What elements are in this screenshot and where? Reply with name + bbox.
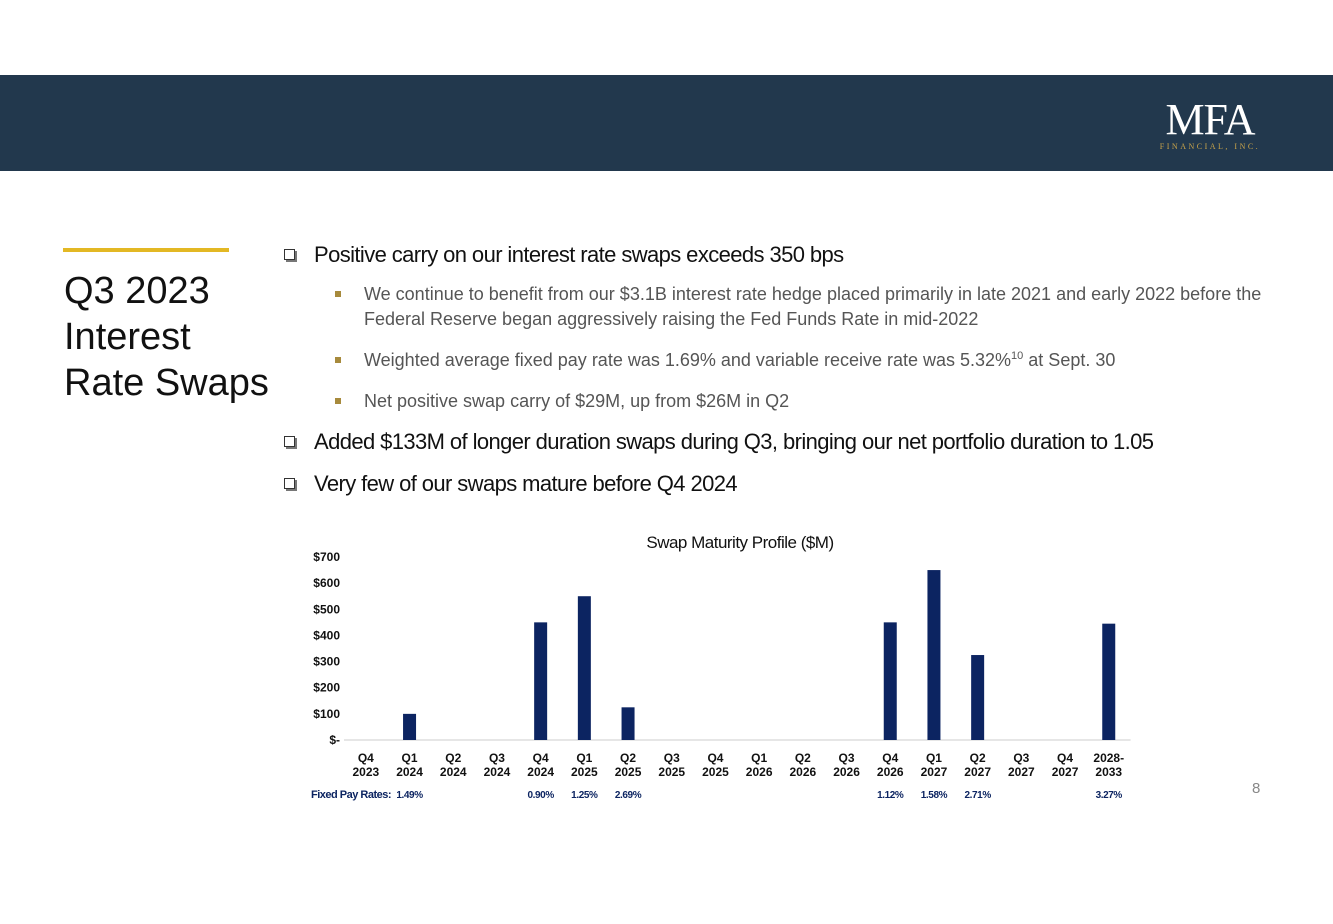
fixed-pay-rate-label: 1.49% xyxy=(396,790,423,801)
fixed-pay-rate-label: 0.90% xyxy=(527,790,554,801)
logo-main-text: MFA xyxy=(1165,95,1255,144)
logo-sub-text: FINANCIAL, INC. xyxy=(1159,142,1261,151)
title-line-1: Q3 2023 xyxy=(64,270,210,312)
x-tick-label-bottom: 2026 xyxy=(746,765,773,779)
chart-title: Swap Maturity Profile ($M) xyxy=(646,533,833,552)
square-bullet-icon xyxy=(335,357,341,363)
square-bullet-icon xyxy=(335,291,341,297)
y-tick-label: $400 xyxy=(313,628,340,642)
x-tick-label-bottom: 2025 xyxy=(658,765,685,779)
checkbox-bullet-icon xyxy=(284,249,295,260)
y-tick-label: $700 xyxy=(313,550,340,564)
y-tick-label: $300 xyxy=(313,655,340,669)
sub-bullet-hedge: We continue to benefit from our $3.1B in… xyxy=(280,282,1270,332)
bar xyxy=(621,707,635,740)
fixed-pay-rates-label: Fixed Pay Rates: xyxy=(311,789,391,801)
header-banner xyxy=(0,75,1333,171)
bullet-text: Positive carry on our interest rate swap… xyxy=(314,242,844,267)
bar xyxy=(403,713,417,740)
x-tick-label-top: Q4 xyxy=(358,751,374,765)
x-tick-label-top: Q2 xyxy=(970,751,986,765)
x-tick-label-top: Q2 xyxy=(795,751,811,765)
bullet-positive-carry: Positive carry on our interest rate swap… xyxy=(280,242,1270,268)
x-tick-label-top: Q1 xyxy=(402,751,418,765)
x-tick-label-bottom: 2026 xyxy=(789,765,816,779)
page-number: 8 xyxy=(1252,780,1261,797)
bullet-text: Added $133M of longer duration swaps dur… xyxy=(314,429,1154,454)
x-tick-label-bottom: 2027 xyxy=(1052,765,1079,779)
x-tick-label-bottom: 2025 xyxy=(615,765,642,779)
sub-bullet-swap-carry: Net positive swap carry of $29M, up from… xyxy=(280,389,1270,414)
checkbox-bullet-icon xyxy=(284,436,295,447)
x-tick-label-top: Q3 xyxy=(664,751,680,765)
bullet-few-mature: Very few of our swaps mature before Q4 2… xyxy=(280,471,1270,497)
x-tick-label-bottom: 2025 xyxy=(702,765,729,779)
x-tick-label-bottom: 2023 xyxy=(352,765,379,779)
bullet-text: Very few of our swaps mature before Q4 2… xyxy=(314,471,738,496)
fixed-pay-rate-label: 1.58% xyxy=(921,790,948,801)
sub-bullet-text: Net positive swap carry of $29M, up from… xyxy=(364,391,790,411)
bar xyxy=(927,570,941,740)
fixed-pay-rate-label: 3.27% xyxy=(1096,790,1123,801)
y-tick-label: $600 xyxy=(313,576,340,590)
sub-bullet-rates: Weighted average fixed pay rate was 1.69… xyxy=(280,348,1270,373)
x-tick-label-top: 2028- xyxy=(1093,751,1124,765)
footnote-ref: 10 xyxy=(1011,350,1024,362)
y-tick-label: $500 xyxy=(313,602,340,616)
bar xyxy=(1102,623,1116,740)
mfa-logo: MFA FINANCIAL, INC. xyxy=(1148,98,1272,152)
square-bullet-icon xyxy=(335,398,341,404)
x-tick-label-top: Q1 xyxy=(926,751,942,765)
bar xyxy=(883,622,897,740)
x-tick-label-top: Q2 xyxy=(620,751,636,765)
sub-bullet-text-end: at Sept. 30 xyxy=(1023,350,1116,370)
x-tick-label-bottom: 2024 xyxy=(527,765,554,779)
sub-bullet-text: We continue to benefit from our $3.1B in… xyxy=(364,284,1262,329)
x-tick-label-bottom: 2025 xyxy=(571,765,598,779)
title-accent-line xyxy=(63,248,229,252)
x-tick-label-bottom: 2024 xyxy=(440,765,467,779)
x-tick-label-top: Q1 xyxy=(576,751,592,765)
x-tick-label-bottom: 2024 xyxy=(484,765,511,779)
x-tick-label-top: Q2 xyxy=(445,751,461,765)
x-tick-label-top: Q4 xyxy=(707,751,723,765)
bar xyxy=(971,655,985,740)
bullet-list: Positive carry on our interest rate swap… xyxy=(280,240,1270,497)
fixed-pay-rate-label: 2.69% xyxy=(615,790,642,801)
bullet-added-swaps: Added $133M of longer duration swaps dur… xyxy=(280,429,1270,455)
y-tick-label: $- xyxy=(329,733,340,747)
x-tick-label-top: Q1 xyxy=(751,751,767,765)
checkbox-bullet-icon xyxy=(284,478,295,489)
fixed-pay-rate-label: 2.71% xyxy=(964,790,991,801)
x-tick-label-top: Q4 xyxy=(533,751,549,765)
x-tick-label-top: Q3 xyxy=(1013,751,1029,765)
x-tick-label-bottom: 2027 xyxy=(964,765,991,779)
x-tick-label-bottom: 2033 xyxy=(1095,765,1122,779)
x-tick-label-bottom: 2027 xyxy=(1008,765,1035,779)
bar xyxy=(534,622,548,740)
title-line-3: Rate Swaps xyxy=(64,362,269,404)
swap-maturity-chart: Swap Maturity Profile ($M) $- $100 $200 $300… xyxy=(311,533,1131,801)
x-tick-label-bottom: 2024 xyxy=(396,765,423,779)
bar xyxy=(577,596,591,740)
x-tick-label-bottom: 2027 xyxy=(921,765,948,779)
x-tick-label-bottom: 2026 xyxy=(833,765,860,779)
x-tick-label-top: Q3 xyxy=(839,751,855,765)
fixed-pay-rate-label: 1.12% xyxy=(877,790,904,801)
slide-title: Q3 2023 Interest Rate Swaps xyxy=(64,268,284,406)
y-tick-label: $100 xyxy=(313,707,340,721)
x-tick-label-bottom: 2026 xyxy=(877,765,904,779)
x-tick-label-top: Q4 xyxy=(1057,751,1073,765)
x-tick-label-top: Q4 xyxy=(882,751,898,765)
y-tick-label: $200 xyxy=(313,681,340,695)
title-line-2: Interest xyxy=(64,316,191,358)
x-tick-label-top: Q3 xyxy=(489,751,505,765)
fixed-pay-rate-label: 1.25% xyxy=(571,790,598,801)
sub-bullet-text: Weighted average fixed pay rate was 1.69… xyxy=(364,350,1012,370)
